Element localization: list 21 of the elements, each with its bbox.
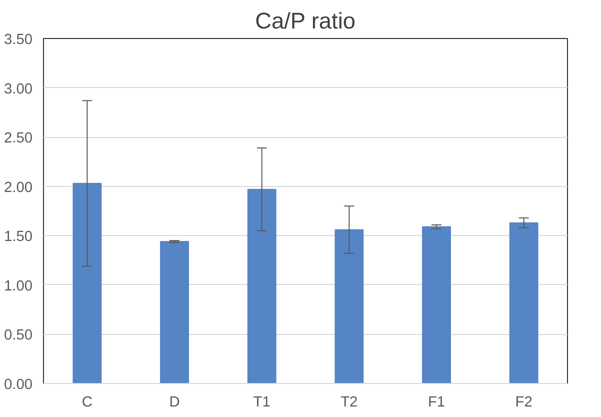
y-tick-label: 1.50 bbox=[4, 229, 33, 246]
y-tick-label: 2.50 bbox=[4, 130, 33, 147]
bar bbox=[334, 229, 364, 384]
bar bbox=[72, 182, 102, 384]
x-tick-label: C bbox=[82, 394, 93, 410]
y-tick-label: 0.00 bbox=[4, 377, 33, 393]
x-tick-label: T2 bbox=[340, 394, 358, 410]
y-tick-label: 2.00 bbox=[4, 180, 33, 196]
bar bbox=[509, 222, 538, 384]
y-tick-label: 3.50 bbox=[4, 32, 33, 48]
x-tick-label: T1 bbox=[253, 394, 270, 410]
y-tick-label: 3.00 bbox=[4, 81, 33, 98]
bar bbox=[422, 226, 451, 384]
x-tick-label: F1 bbox=[428, 394, 446, 410]
x-tick-label: F2 bbox=[515, 394, 532, 410]
bar bbox=[160, 241, 189, 384]
chart-title: Ca/P ratio bbox=[255, 8, 356, 34]
bar bbox=[247, 188, 276, 384]
x-tick-label: D bbox=[169, 394, 180, 410]
y-tick-label: 0.50 bbox=[4, 328, 33, 344]
y-tick-label: 1.00 bbox=[4, 278, 33, 294]
